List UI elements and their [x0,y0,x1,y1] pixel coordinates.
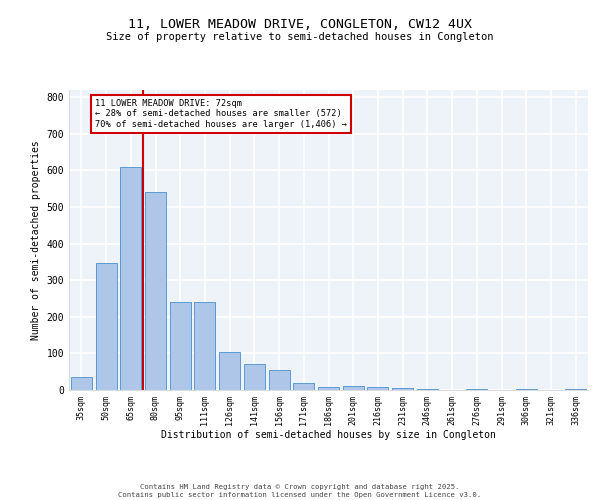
Bar [120,167,141,390]
X-axis label: Distribution of semi-detached houses by size in Congleton: Distribution of semi-detached houses by … [161,430,496,440]
Y-axis label: Number of semi-detached properties: Number of semi-detached properties [31,140,41,340]
Bar [71,377,92,390]
Bar [466,389,487,390]
Text: Contains HM Land Registry data © Crown copyright and database right 2025.
Contai: Contains HM Land Registry data © Crown c… [118,484,482,498]
Bar [343,386,364,390]
Bar [392,388,413,390]
Bar [219,352,240,390]
Bar [95,262,116,390]
Bar [170,302,191,390]
Bar [417,389,438,390]
Bar [269,370,290,390]
Bar [318,388,339,390]
Text: 11 LOWER MEADOW DRIVE: 72sqm
← 28% of semi-detached houses are smaller (572)
70%: 11 LOWER MEADOW DRIVE: 72sqm ← 28% of se… [95,99,347,129]
Bar [293,382,314,390]
Bar [565,388,586,390]
Bar [145,192,166,390]
Text: Size of property relative to semi-detached houses in Congleton: Size of property relative to semi-detach… [106,32,494,42]
Bar [194,302,215,390]
Bar [244,364,265,390]
Text: 11, LOWER MEADOW DRIVE, CONGLETON, CW12 4UX: 11, LOWER MEADOW DRIVE, CONGLETON, CW12 … [128,18,472,30]
Bar [367,388,388,390]
